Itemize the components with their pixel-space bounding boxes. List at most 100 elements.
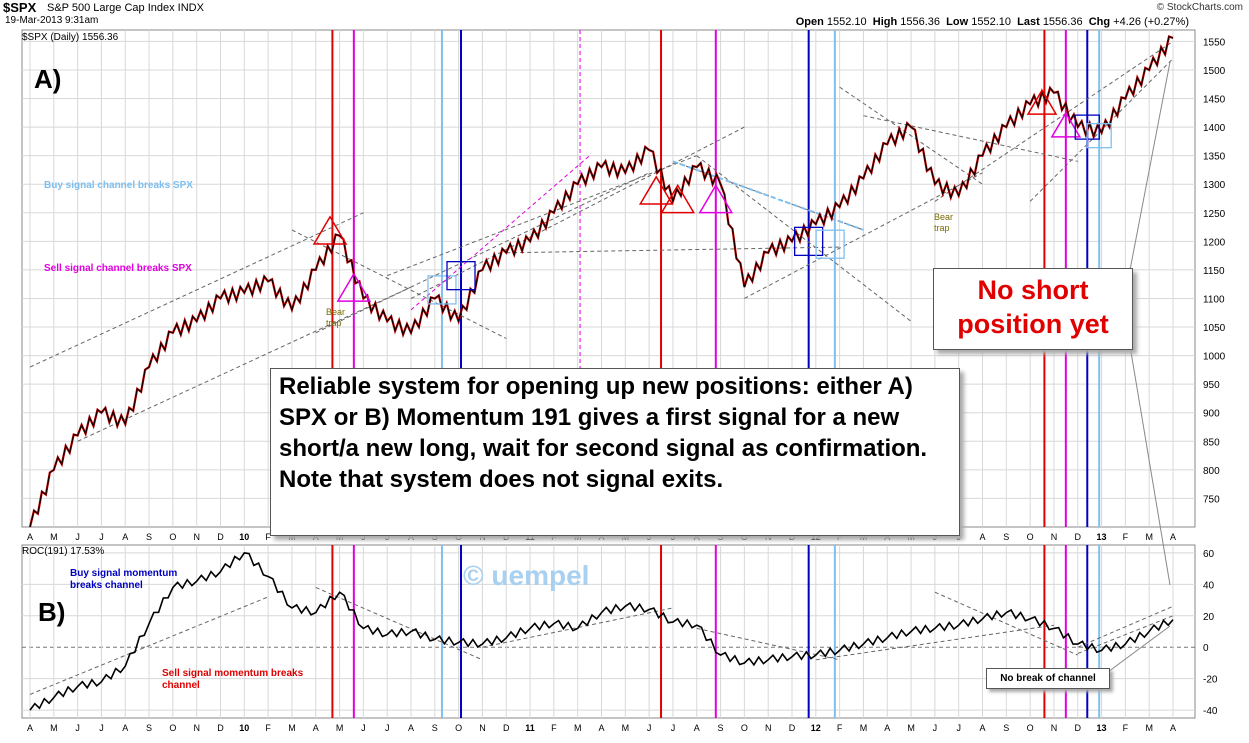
price-month-label: J [75,532,80,542]
price-month-label: J [99,532,104,542]
momentum-month-label: S [146,723,152,733]
price-month-label: J [933,532,938,542]
channel-line [839,86,983,185]
price-tick-label: 1500 [1203,66,1226,77]
price-month-label: S [432,532,438,542]
price-month-label: O [169,532,176,542]
price-month-label: N [765,532,772,542]
price-month-label: M [50,532,58,542]
momentum-channel-line [315,587,483,661]
sell-momentum-note: Sell signal momentum breaks channel [162,668,304,691]
price-month-label: 10 [239,532,249,542]
price-month-label: M [860,532,868,542]
no-short-text: No short position yet [957,275,1109,339]
price-month-label: F [265,532,271,542]
price-tick-label: 1400 [1203,123,1226,134]
signal-triangle [1050,111,1082,138]
momentum-month-label: F [551,723,557,733]
momentum-month-label: A [884,723,890,733]
momentum-panel-grid [21,544,1196,719]
signal-square [815,229,845,259]
price-month-label: O [1027,532,1034,542]
price-tick-label: 800 [1203,466,1220,477]
momentum-month-label: D [789,723,796,733]
momentum-month-label: F [1123,723,1129,733]
momentum-month-label: O [1027,723,1034,733]
bear-trap-note-2: Bear trap [934,212,954,233]
price-month-label: A [122,532,128,542]
price-month-label: A [313,532,319,542]
price-month-label: D [1075,532,1082,542]
no-break-box: No break of channel [986,668,1110,689]
price-panel-grid [21,29,1196,528]
buy-momentum-note: Buy signal momentum breaks channel [70,568,178,591]
price-month-label: M [574,532,582,542]
signal-triangle [660,183,696,214]
trend-channel-lines [29,41,1174,695]
callout-line [1107,625,1171,673]
momentum-month-label: J [385,723,390,733]
price-month-label: 11 [525,532,535,542]
system-note-box: Reliable system for opening up new posit… [270,368,960,536]
signal-square [1086,123,1112,149]
price-month-label: N [479,532,486,542]
momentum-month-label: M [336,723,344,733]
axes-labels: 750 800 850 900 950 1000 1050 1100 1150 1200 1250 1… [27,37,1226,733]
price-tick-label: 750 [1203,494,1220,505]
momentum-channel-line [934,591,1078,656]
momentum-month-label: A [979,723,985,733]
channel-line [29,212,364,368]
momentum-month-label: M [50,723,58,733]
momentum-month-label: A [27,723,33,733]
momentum-month-label: N [193,723,200,733]
price-month-label: M [336,532,344,542]
callout-line [1129,345,1171,586]
momentum-month-label: O [455,723,462,733]
momentum-month-label: A [1170,723,1176,733]
price-line [29,35,1174,528]
channel-line [77,286,412,442]
price-month-label: M [622,532,630,542]
price-month-label: O [455,532,462,542]
momentum-tick-label: -40 [1203,706,1218,717]
price-month-label: O [741,532,748,542]
price-month-label: D [789,532,796,542]
momentum-month-label: M [860,723,868,733]
momentum-month-label: M [1145,723,1153,733]
momentum-month-label: A [313,723,319,733]
price-month-label: A [979,532,985,542]
price-tick-label: 1200 [1203,237,1226,248]
watermark: © uempel [463,560,590,591]
momentum-month-label: N [1051,723,1058,733]
buy-channel-note: Buy signal channel breaks SPX [44,180,193,191]
price-month-label: J [647,532,652,542]
momentum-tick-label: -20 [1203,675,1218,686]
price-month-label: J [956,532,961,542]
momentum-month-label: J [933,723,938,733]
sell-channel-note: Sell signal channel breaks SPX [44,263,192,274]
price-tick-label: 1450 [1203,95,1226,106]
momentum-month-label: D [503,723,510,733]
signal-square [446,260,476,291]
price-month-label: F [837,532,843,542]
price-month-label: A [27,532,33,542]
price-tick-label: 1550 [1203,37,1226,48]
momentum-month-label: M [574,723,582,733]
channel-line [315,172,650,334]
price-month-label: J [385,532,390,542]
momentum-month-label: A [122,723,128,733]
bear-trap-note-1: Bear trap [326,307,346,328]
system-note-text: Reliable system for opening up new posit… [279,373,928,493]
channel-line [863,115,1078,162]
price-month-label: A [1170,532,1176,542]
momentum-month-label: A [598,723,604,733]
price-month-label: M [907,532,915,542]
momentum-month-label: A [694,723,700,733]
momentum-month-label: S [432,723,438,733]
price-tick-label: 900 [1203,409,1220,420]
momentum-channel-line [815,624,1055,661]
panel-b-label: B) [38,597,66,627]
chart-date: 19-Mar-2013 9:31am [5,15,99,26]
momentum-tick-label: 60 [1203,549,1215,560]
